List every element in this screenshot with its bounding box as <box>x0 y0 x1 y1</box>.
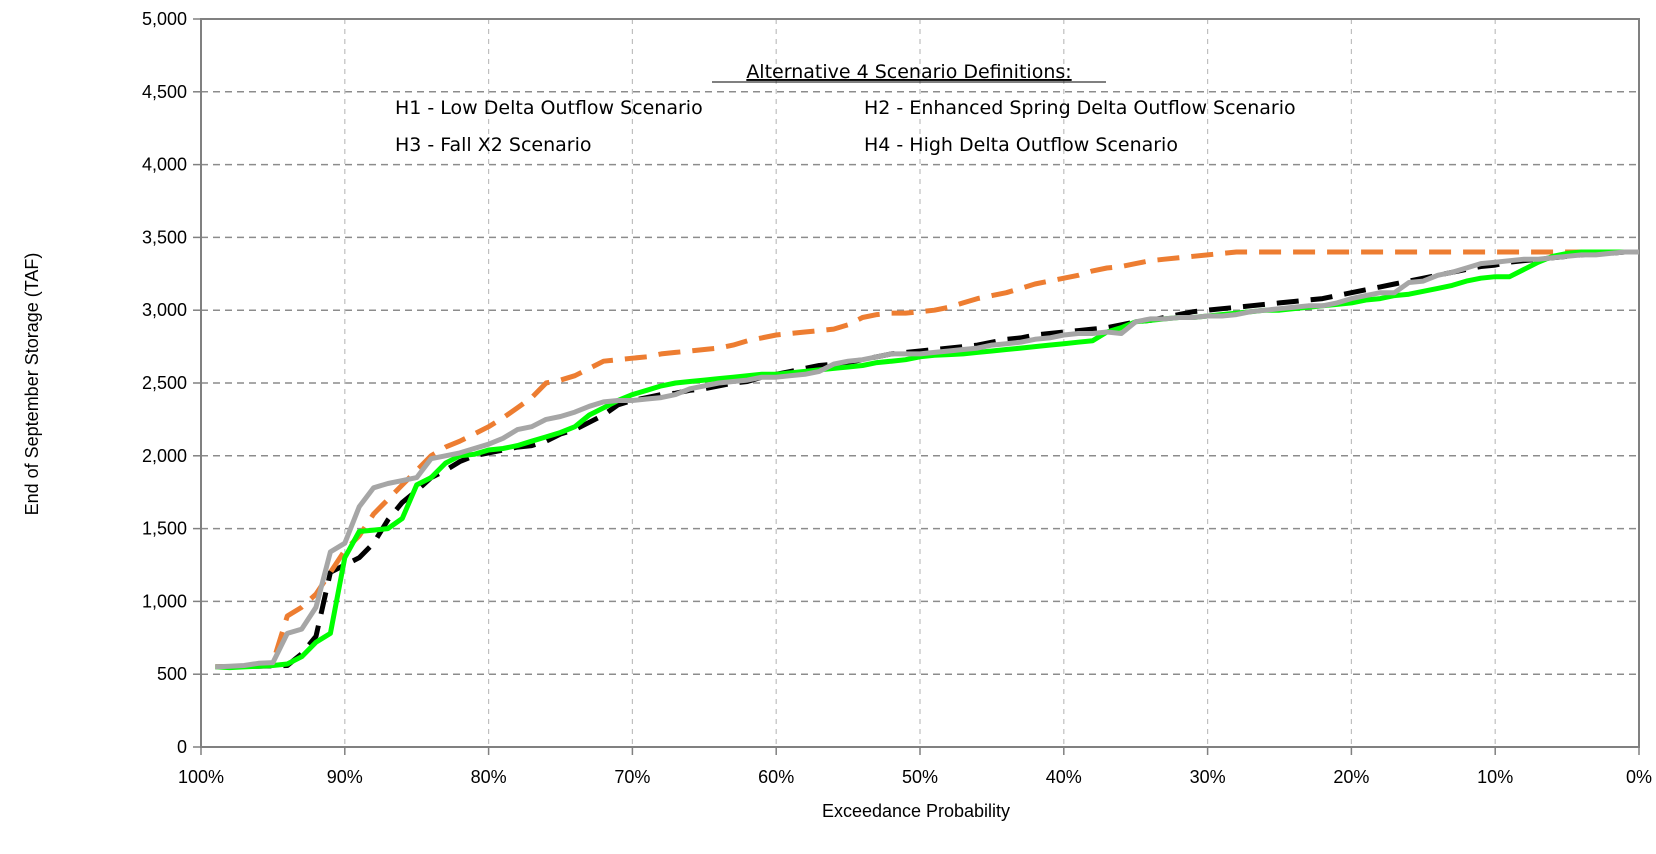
series-layer <box>215 249 1639 671</box>
y-tick-label: 3,000 <box>142 300 187 320</box>
series-line-4 <box>215 249 1639 670</box>
x-tick-label: 10% <box>1477 767 1513 787</box>
x-tick-label: 0% <box>1626 767 1652 787</box>
x-tick-label: 20% <box>1333 767 1369 787</box>
y-tick-label: 500 <box>157 664 187 684</box>
y-tick-label: 5,000 <box>142 9 187 29</box>
y-tick-label: 0 <box>177 737 187 757</box>
scenario-h2: H2 - Enhanced Spring Delta Outflow Scena… <box>864 97 1296 119</box>
y-axis-title: End of September Storage (TAF) <box>22 253 42 516</box>
series-line-1 <box>215 249 1639 670</box>
y-tick-label: 4,500 <box>142 82 187 102</box>
scenario-h3: H3 - Fall X2 Scenario <box>395 134 591 156</box>
y-tick-label: 4,000 <box>142 155 187 175</box>
x-tick-label: 90% <box>327 767 363 787</box>
series-line-2 <box>215 249 1639 670</box>
x-tick-label: 100% <box>178 767 224 787</box>
y-tick-label: 1,000 <box>142 591 187 611</box>
y-tick-label: 2,000 <box>142 446 187 466</box>
x-axis-title: Exceedance Probability <box>822 801 1010 821</box>
scenario-definitions-heading: Alternative 4 Scenario Definitions: <box>746 61 1071 83</box>
y-tick-label: 1,500 <box>142 519 187 539</box>
x-tick-label: 50% <box>902 767 938 787</box>
scenario-h4: H4 - High Delta Outflow Scenario <box>864 134 1178 156</box>
axis-ticks: 0 500 1,000 1,500 2,000 2,500 3,000 3,500 4,000 4… <box>142 9 1652 787</box>
scenario-h1: H1 - Low Delta Outflow Scenario <box>395 97 703 119</box>
y-tick-label: 3,500 <box>142 227 187 247</box>
y-tick-label: 2,500 <box>142 373 187 393</box>
x-tick-label: 70% <box>614 767 650 787</box>
x-tick-label: 80% <box>471 767 507 787</box>
x-tick-label: 30% <box>1190 767 1226 787</box>
x-tick-label: 40% <box>1046 767 1082 787</box>
x-tick-label: 60% <box>758 767 794 787</box>
scenario-definitions: Alternative 4 Scenario Definitions: H1 -… <box>395 61 1296 156</box>
series-line-3 <box>215 249 1639 671</box>
grid <box>201 19 1639 747</box>
